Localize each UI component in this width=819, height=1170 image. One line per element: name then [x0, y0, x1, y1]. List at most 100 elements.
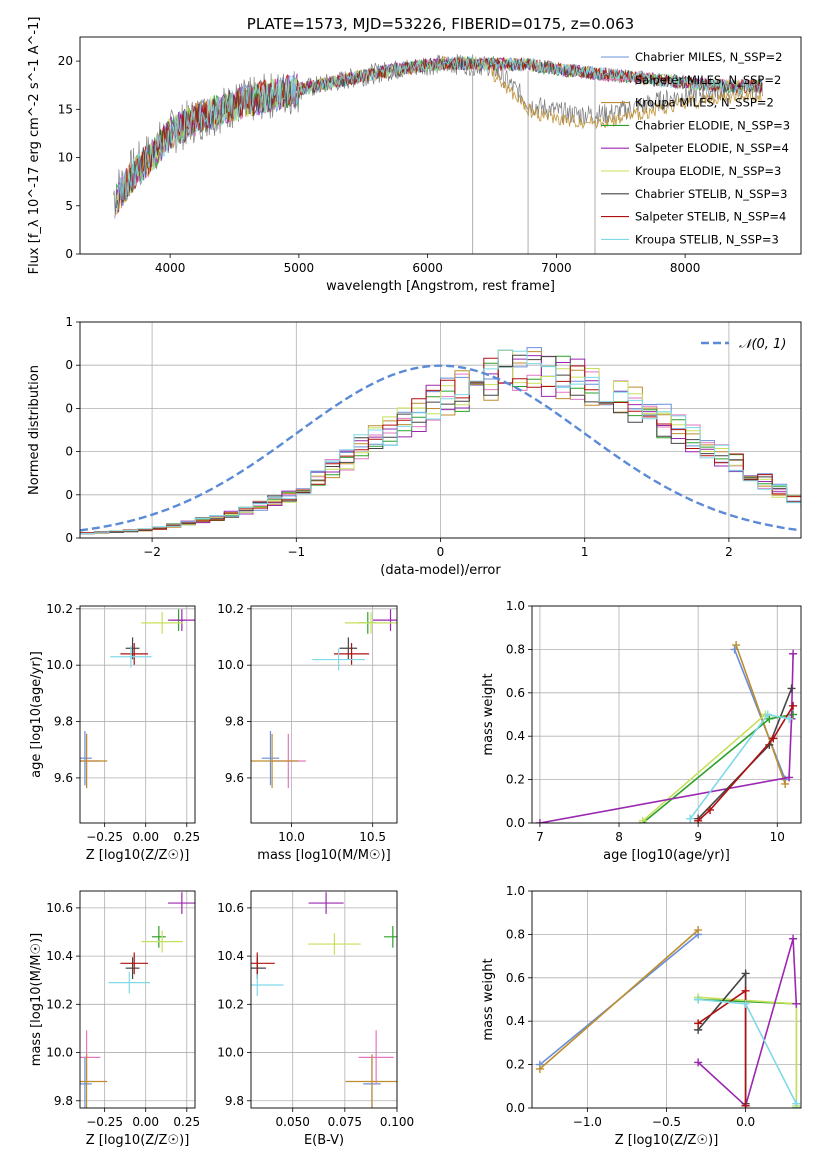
x-tick-label: 4000	[155, 261, 186, 275]
legend-label: Chabrier MILES, N_SSP=2	[635, 50, 782, 64]
plot-0: 4000 5000 6000 7000 8000 0 5 10 15 20 wavelength […	[27, 15, 802, 294]
histogram-5	[80, 349, 801, 534]
x-tick-label: 8000	[670, 261, 701, 275]
x-tick-label: −2	[143, 545, 161, 559]
x-tick-label: 1	[581, 545, 589, 559]
y-tick-label: 0	[65, 358, 73, 372]
y-tick-label: 0.0	[506, 1101, 525, 1115]
x-tick-label: 0.075	[328, 1115, 362, 1129]
weight-marker	[765, 714, 774, 723]
weight-line-1	[539, 929, 699, 1070]
y-tick-label: 10.6	[46, 901, 73, 915]
y-tick-label: 10.2	[217, 602, 244, 616]
weight-line-2	[642, 713, 794, 823]
x-tick-label: −0.25	[86, 1115, 123, 1129]
histogram-7	[80, 357, 801, 534]
weight-marker	[638, 816, 647, 823]
y-tick-label: 10.4	[217, 949, 244, 963]
x-tick-label: 10.0	[278, 830, 305, 844]
weight-marker	[787, 684, 796, 693]
weight-marker	[792, 999, 801, 1008]
weight-marker	[694, 1058, 703, 1067]
weight-marker	[785, 714, 794, 723]
weights	[535, 926, 801, 1108]
weight-marker	[789, 710, 798, 719]
y-tick-label: 0.6	[506, 686, 525, 700]
x-tick-label: 7	[536, 830, 544, 844]
y-tick-label: 10.0	[46, 658, 73, 672]
y-tick-label: 9.8	[225, 1094, 244, 1108]
x-tick-label: 0.00	[132, 830, 159, 844]
legend: 𝒩(0, 1)	[701, 337, 786, 352]
weight-marker	[694, 926, 703, 935]
points	[251, 609, 397, 789]
weight-marker	[789, 701, 798, 710]
plot-1: −2 −1 0 1 2 0 0 0 0 0 1 (data-model)/error Normed di…	[27, 315, 802, 578]
weight-line-4	[697, 938, 798, 1108]
legend-label: Salpeter STELIB, N_SSP=4	[635, 210, 786, 224]
x-tick-label: 0.050	[276, 1115, 310, 1129]
y-axis-label: Normed distribution	[27, 365, 42, 495]
histogram-6	[80, 354, 801, 534]
y-tick-label: 10.4	[46, 949, 73, 963]
x-axis-label: wavelength [Angstrom, rest frame]	[326, 279, 555, 294]
points	[251, 892, 397, 1108]
x-axis-label: (data-model)/error	[380, 563, 501, 578]
axes-frame	[531, 890, 802, 1109]
y-tick-label: 10	[58, 151, 73, 165]
histogram-4	[80, 355, 801, 535]
axes-frame	[79, 321, 802, 539]
y-tick-label: 9.6	[54, 771, 73, 785]
y-tick-label: 0	[65, 445, 73, 459]
plot-4: 7 8 9 10 0.0 0.2 0.4 0.6 0.8 1.0 age [log10(age/yr…	[481, 599, 802, 863]
legend-label: 𝒩(0, 1)	[739, 337, 786, 352]
x-axis-label: age [log10(age/yr)]	[603, 848, 730, 863]
y-tick-label: 0.6	[506, 971, 525, 985]
y-tick-label: 1.0	[506, 884, 525, 898]
weight-line-6	[697, 705, 794, 822]
y-tick-label: 0.2	[506, 773, 525, 787]
y-tick-label: 10.0	[217, 658, 244, 672]
y-tick-label: 0	[65, 401, 73, 415]
weight-marker	[535, 819, 544, 823]
axes-frame	[79, 890, 196, 1109]
plot-3: 10.0 10.5 9.6 9.8 10.0 10.2 mass [log10(M/M☉)]	[217, 602, 398, 863]
x-tick-label: 2	[725, 545, 733, 559]
y-tick-label: 9.8	[225, 715, 244, 729]
weight-marker	[694, 816, 703, 823]
x-axis-label: Z [log10(Z/Z☉)]	[86, 1133, 190, 1148]
histogram-0	[80, 347, 801, 535]
weights	[535, 641, 798, 823]
y-axis-label: age [log10(age/yr)]	[29, 651, 44, 778]
plot-7: −1.0 −0.5 0.0 0.0 0.2 0.4 0.6 0.8 1.0 Z [log10(Z/…	[481, 884, 802, 1148]
weight-marker	[789, 934, 798, 943]
weight-marker	[694, 1019, 703, 1028]
model-spectrum-7	[116, 56, 763, 213]
y-tick-label: 0.2	[506, 1058, 525, 1072]
chart-title: PLATE=1573, MJD=53226, FIBERID=0175, z=0…	[247, 15, 634, 33]
model-spectrum-8	[116, 55, 762, 211]
x-axis-label: Z [log10(Z/Z☉)]	[615, 1133, 719, 1148]
x-tick-label: 5000	[284, 261, 315, 275]
weight-line-1	[735, 644, 786, 785]
weight-marker	[706, 805, 715, 814]
y-tick-label: 10.6	[217, 901, 244, 915]
normal-curve	[80, 364, 799, 532]
legend-label: Kroupa ELODIE, N_SSP=3	[635, 164, 781, 178]
x-tick-label: 0	[437, 545, 445, 559]
x-axis-label: E(B-V)	[304, 1133, 344, 1148]
y-tick-label: 0.8	[506, 642, 525, 656]
weight-marker	[732, 641, 741, 650]
y-tick-label: 1	[65, 315, 73, 329]
x-tick-label: −0.25	[86, 830, 123, 844]
weight-marker	[741, 986, 750, 995]
weight-line-2	[698, 998, 798, 1108]
plot-5: −0.25 0.00 0.25 9.8 10.0 10.2 10.4 10.6 Z [log10…	[29, 890, 200, 1148]
x-tick-label: 10.5	[359, 830, 386, 844]
y-axis-label: mass weight	[481, 958, 496, 1040]
y-tick-label: 9.8	[54, 1094, 73, 1108]
histogram-3	[80, 355, 801, 534]
y-tick-label: 1.0	[506, 599, 525, 613]
axes-frame	[250, 890, 398, 1109]
